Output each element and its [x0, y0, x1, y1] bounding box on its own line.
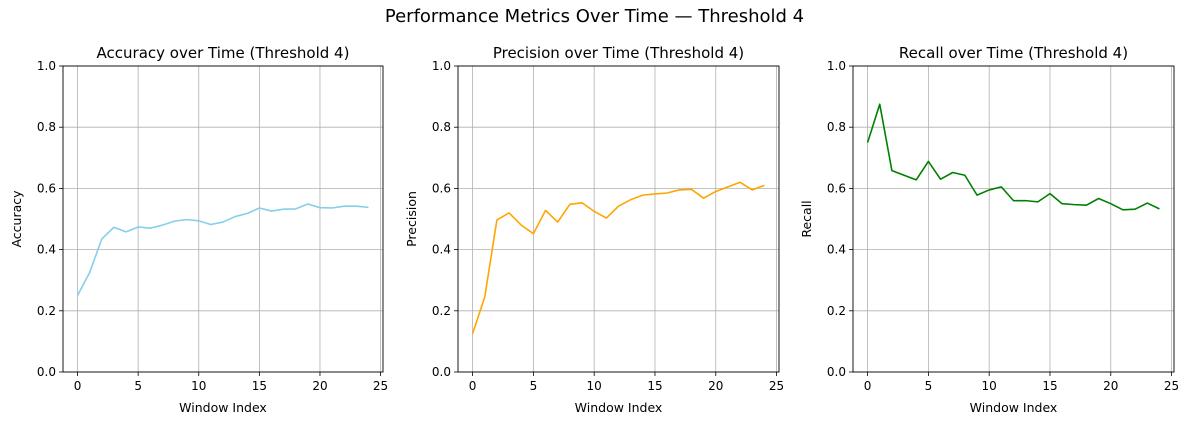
recall-y-axis-label: Recall [799, 200, 814, 237]
precision-xtick-label-25: 25 [769, 379, 784, 393]
precision-ytick-label-0.4: 0.4 [432, 243, 451, 257]
accuracy-chart-title: Accuracy over Time (Threshold 4) [97, 44, 350, 62]
accuracy-grid [63, 65, 383, 373]
precision-ytick-label-0.0: 0.0 [432, 365, 451, 379]
accuracy-ytick-label-0.0: 0.0 [37, 365, 56, 379]
accuracy-ytick-label-0.4: 0.4 [37, 243, 56, 257]
precision-series-line [471, 181, 765, 335]
recall-chart-title: Recall over Time (Threshold 4) [899, 44, 1128, 62]
recall-panel: 0 5 10 15 20 25 0.0 0.2 0.4 0.6 0.8 1.0 Recall over … [799, 44, 1179, 415]
precision-axes-frame [457, 65, 780, 373]
accuracy-ytick-label-0.2: 0.2 [37, 304, 56, 318]
recall-ytick-label-0.6: 0.6 [827, 181, 846, 195]
recall-ytick-label-1.0: 1.0 [827, 59, 846, 73]
accuracy-axes-frame [62, 65, 384, 373]
accuracy-ytick-label-0.6: 0.6 [37, 181, 56, 195]
accuracy-xtick-label-15: 15 [252, 379, 267, 393]
recall-xtick-label-0: 0 [864, 379, 872, 393]
precision-xtick-label-5: 5 [530, 379, 538, 393]
accuracy-xtick-label-0: 0 [74, 379, 82, 393]
precision-ytick-label-0.8: 0.8 [432, 120, 451, 134]
precision-xtick-label-0: 0 [469, 379, 477, 393]
precision-ytick-label-1.0: 1.0 [432, 59, 451, 73]
accuracy-x-axis-label: Window Index [179, 400, 267, 415]
recall-ytick-label-0.8: 0.8 [827, 120, 846, 134]
precision-ytick-label-0.6: 0.6 [432, 181, 451, 195]
recall-ytick-label-0.4: 0.4 [827, 243, 846, 257]
recall-series-line [866, 103, 1160, 211]
recall-xtick-label-10: 10 [982, 379, 997, 393]
accuracy-ytick-label-1.0: 1.0 [37, 59, 56, 73]
accuracy-ytick-label-0.8: 0.8 [37, 120, 56, 134]
accuracy-xtick-label-25: 25 [373, 379, 388, 393]
precision-y-axis-label: Precision [404, 191, 419, 247]
recall-xtick-label-25: 25 [1164, 379, 1179, 393]
recall-ytick-label-0.2: 0.2 [827, 304, 846, 318]
accuracy-y-axis-label: Accuracy [9, 190, 24, 248]
accuracy-xtick-label-20: 20 [312, 379, 327, 393]
recall-ytick-label-0.0: 0.0 [827, 365, 846, 379]
figure-title: Performance Metrics Over Time — Threshol… [384, 6, 805, 27]
precision-chart-title: Precision over Time (Threshold 4) [493, 44, 744, 62]
precision-xtick-label-20: 20 [708, 379, 723, 393]
precision-panel: 0 5 10 15 20 25 0.0 0.2 0.4 0.6 0.8 1.0 Precision ov… [404, 44, 784, 415]
accuracy-xtick-label-5: 5 [134, 379, 142, 393]
recall-xtick-label-15: 15 [1042, 379, 1057, 393]
precision-grid [458, 65, 779, 373]
recall-axes-frame [852, 65, 1175, 373]
accuracy-panel: 0 5 10 15 20 25 0.0 0.2 0.4 0.6 0.8 1.0 Accuracy ove… [9, 44, 388, 415]
precision-x-axis-label: Window Index [575, 400, 663, 415]
accuracy-series-line [76, 203, 369, 296]
accuracy-xtick-label-10: 10 [191, 379, 206, 393]
recall-grid [853, 65, 1174, 373]
recall-xtick-label-20: 20 [1103, 379, 1118, 393]
precision-xtick-label-10: 10 [587, 379, 602, 393]
recall-xtick-label-5: 5 [925, 379, 933, 393]
precision-ytick-label-0.2: 0.2 [432, 304, 451, 318]
precision-xtick-label-15: 15 [647, 379, 662, 393]
recall-x-axis-label: Window Index [970, 400, 1058, 415]
